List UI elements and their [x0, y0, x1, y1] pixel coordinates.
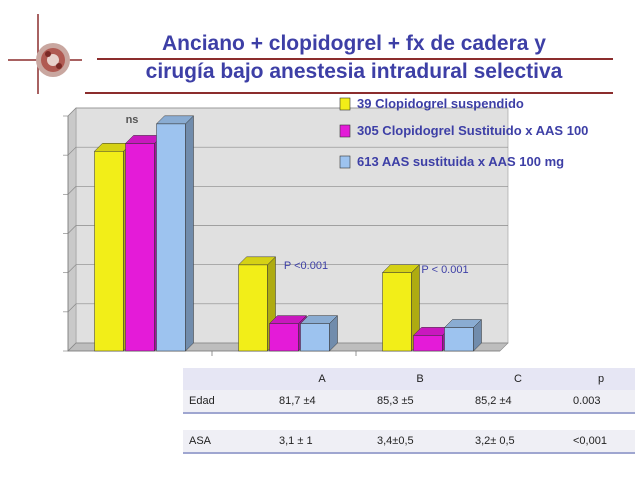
table-cell: 85,3 ±5 [371, 390, 469, 414]
table-spacer [183, 413, 635, 430]
table-cell: 0.003 [567, 390, 635, 414]
title-rule-bottom [85, 92, 613, 94]
legend-entry: 39 Clopidogrel suspendido [339, 96, 524, 111]
legend-label: 39 Clopidogrel suspendido [357, 96, 524, 111]
table-cell: 81,7 ±4 [273, 390, 371, 414]
table-cell: 3,1 ± 1 [273, 430, 371, 454]
bar [299, 314, 339, 352]
bar-series-group [93, 115, 483, 352]
bar-front [300, 323, 330, 352]
bar-front [238, 264, 268, 352]
legend-label: 305 Clopidogrel Sustituido x AAS 100 [357, 123, 588, 138]
title-line-1: Anciano + clopidogrel + fx de cadera y [162, 32, 546, 55]
bar-side [185, 115, 194, 352]
table-cell: ASA [183, 430, 273, 454]
legend-swatch [339, 97, 351, 111]
legend-entry: 613 AAS sustituida x AAS 100 mg [339, 154, 564, 169]
bar-top [443, 319, 483, 328]
logo [8, 14, 82, 94]
bar-front [94, 151, 124, 352]
table-header-cell: p [567, 368, 635, 390]
annotation-label: P <0.001 [284, 260, 328, 272]
gridline [67, 146, 508, 156]
table-header-row: A B C p [183, 368, 635, 390]
bar [155, 115, 195, 352]
bar-top [299, 315, 339, 324]
table-header-cell [183, 368, 273, 390]
gridline [67, 303, 508, 313]
table-cell: 85,2 ±4 [469, 390, 567, 414]
table-cell: Edad [183, 390, 273, 414]
legend: 39 Clopidogrel suspendido 305 Clopidogrel… [339, 96, 588, 169]
bar-top [381, 264, 421, 273]
annotation-label: P < 0.001 [421, 264, 468, 276]
table-cell: 3,4±0,5 [371, 430, 469, 454]
table-header-cell: A [273, 368, 371, 390]
annotation-group: ns P <0.001 P < 0.001 [126, 114, 469, 276]
legend-entry: 305 Clopidogrel Sustituido x AAS 100 [339, 123, 588, 138]
bar [443, 318, 483, 352]
title-rule-top [97, 58, 613, 60]
table-cell: 3,2± 0,5 [469, 430, 567, 454]
bar-top [268, 315, 308, 324]
bar-front [156, 123, 186, 352]
table-cell: <0,001 [567, 430, 635, 454]
gridline [67, 107, 508, 117]
legend-swatch [339, 124, 351, 138]
legend-label: 613 AAS sustituida x AAS 100 mg [357, 154, 564, 169]
table-header-cell: C [469, 368, 567, 390]
table-row: ASA 3,1 ± 1 3,4±0,5 3,2± 0,5 <0,001 [183, 430, 635, 454]
gridline [67, 264, 508, 273]
gridline [67, 342, 508, 352]
table-header-cell: B [371, 368, 469, 390]
bar-front [382, 272, 412, 352]
bar-front [269, 323, 299, 352]
bar [381, 264, 421, 352]
bar-front [413, 335, 443, 352]
legend-swatch [339, 155, 351, 169]
gridline [67, 225, 508, 234]
stats-table: A B C p Edad 81,7 ±4 85,3 ±5 85,2 ±4 0.0… [183, 368, 635, 454]
bar-top [237, 256, 277, 266]
annotation-label: ns [126, 114, 139, 126]
title-line-2: cirugía bajo anestesia intradural select… [145, 60, 563, 83]
bar-top [155, 115, 195, 125]
gridline [67, 185, 508, 195]
table-row: Edad 81,7 ±4 85,3 ±5 85,2 ±4 0.003 [183, 390, 635, 414]
bar-front [444, 327, 474, 352]
slide-title: Anciano + clopidogrel + fx de cadera y c… [94, 30, 614, 86]
bar-chart: ns P <0.001 P < 0.001 39 Clopidogrel suspe… [63, 96, 588, 356]
bar-front [125, 143, 155, 352]
